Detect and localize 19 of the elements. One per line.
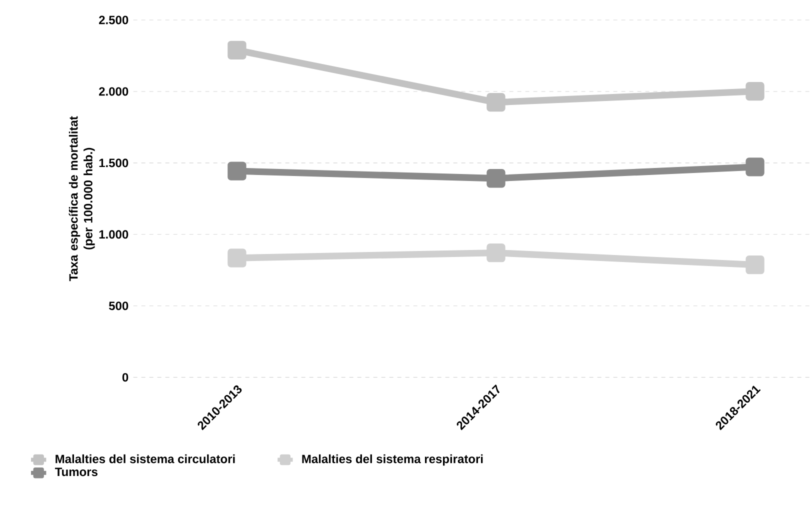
point <box>746 157 764 176</box>
y-tick-label: 1.000 <box>99 230 128 238</box>
point <box>486 92 506 112</box>
point <box>228 40 246 60</box>
y-tick-label: 500 <box>108 301 128 310</box>
point <box>746 255 764 274</box>
point <box>746 82 764 100</box>
point <box>486 243 506 262</box>
point <box>228 248 246 268</box>
y-axis-title: Taxa específica de mortalitat (per 100.000 hab.) <box>68 116 95 281</box>
y-tick-label: 0 <box>122 372 128 382</box>
point <box>486 168 506 188</box>
legend-label: Tumors <box>54 468 98 476</box>
y-tick-label: 2.000 <box>99 87 128 96</box>
y-tick-label: 2.500 <box>99 16 128 24</box>
y-tick-label: 1.500 <box>99 158 128 168</box>
legend-label: Malalties del sistema respiratori <box>302 454 483 466</box>
legend-label: Malalties del sistema circulatori <box>56 454 235 464</box>
point <box>228 162 246 180</box>
